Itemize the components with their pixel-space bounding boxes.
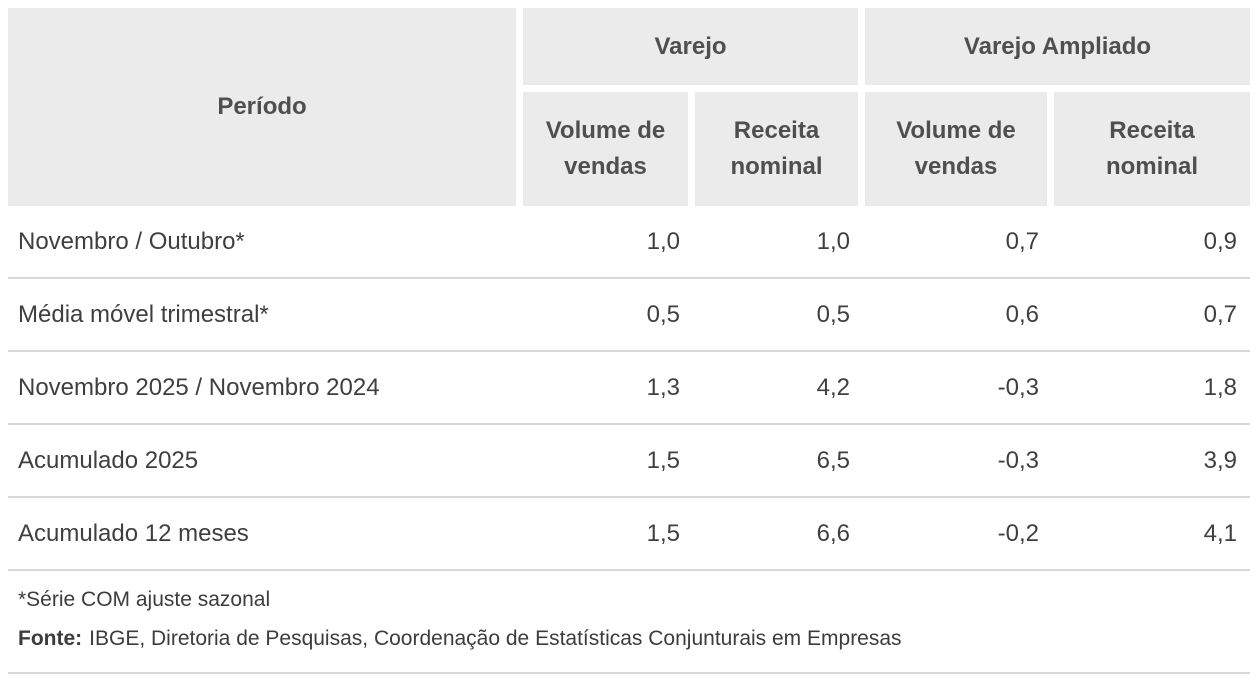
- table-row: Média móvel trimestral* 0,5 0,5 0,6 0,7: [8, 279, 1250, 352]
- source-text: IBGE, Diretoria de Pesquisas, Coordenaçã…: [89, 627, 902, 650]
- group-header-varejo: Varejo: [523, 8, 858, 85]
- cell-value: 0,6: [1005, 300, 1039, 328]
- cell-value: 1,0: [816, 227, 850, 255]
- table-header: Período Varejo Varejo Ampliado Volume de…: [8, 8, 1250, 206]
- cell-value: 0,7: [1005, 227, 1039, 255]
- cell-value: 6,5: [816, 446, 850, 474]
- row-label: Acumulado 2025: [18, 446, 199, 474]
- cell-value: 4,1: [1203, 519, 1237, 547]
- cell-value: 1,5: [646, 519, 680, 547]
- cell-value: 3,9: [1203, 446, 1237, 474]
- cell-value: -0,2: [997, 519, 1039, 547]
- source-label: Fonte:: [18, 627, 83, 650]
- row-label: Média móvel trimestral*: [18, 300, 269, 328]
- cell-value: 1,8: [1203, 373, 1237, 401]
- source-line: Fonte: IBGE, Diretoria de Pesquisas, Coor…: [18, 627, 1250, 651]
- subcol-header-varejo-volume: Volume de vendas: [523, 92, 688, 206]
- table-footer: *Série COM ajuste sazonal Fonte: IBGE, Di…: [8, 571, 1250, 674]
- row-label: Novembro / Outubro*: [18, 227, 245, 255]
- cell-value: 1,3: [646, 373, 680, 401]
- col-header-period: Período: [8, 8, 516, 206]
- subcol-header-ampliado-volume: Volume de vendas: [865, 92, 1047, 206]
- cell-value: 0,9: [1203, 227, 1237, 255]
- cell-value: -0,3: [997, 446, 1039, 474]
- table-row: Novembro 2025 / Novembro 2024 1,3 4,2 -0…: [8, 352, 1250, 425]
- cell-value: 0,7: [1203, 300, 1237, 328]
- row-label: Acumulado 12 meses: [18, 519, 249, 547]
- retail-stats-table: Período Varejo Varejo Ampliado Volume de…: [8, 8, 1250, 674]
- cell-value: 6,6: [816, 519, 850, 547]
- table-row: Novembro / Outubro* 1,0 1,0 0,7 0,9: [8, 206, 1250, 279]
- footnote: *Série COM ajuste sazonal: [18, 588, 271, 611]
- cell-value: 0,5: [816, 300, 850, 328]
- subcol-header-varejo-receita: Receita nominal: [695, 92, 858, 206]
- cell-value: 1,5: [646, 446, 680, 474]
- cell-value: -0,3: [997, 373, 1039, 401]
- cell-value: 0,5: [646, 300, 680, 328]
- table-row: Acumulado 12 meses 1,5 6,6 -0,2 4,1: [8, 498, 1250, 571]
- table-row: Acumulado 2025 1,5 6,5 -0,3 3,9: [8, 425, 1250, 498]
- subcol-header-ampliado-receita: Receita nominal: [1054, 92, 1250, 206]
- cell-value: 1,0: [646, 227, 680, 255]
- group-header-varejo-ampliado: Varejo Ampliado: [865, 8, 1250, 85]
- row-label: Novembro 2025 / Novembro 2024: [18, 373, 380, 401]
- table-body: Novembro / Outubro* 1,0 1,0 0,7 0,9 Médi…: [8, 206, 1250, 571]
- cell-value: 4,2: [816, 373, 850, 401]
